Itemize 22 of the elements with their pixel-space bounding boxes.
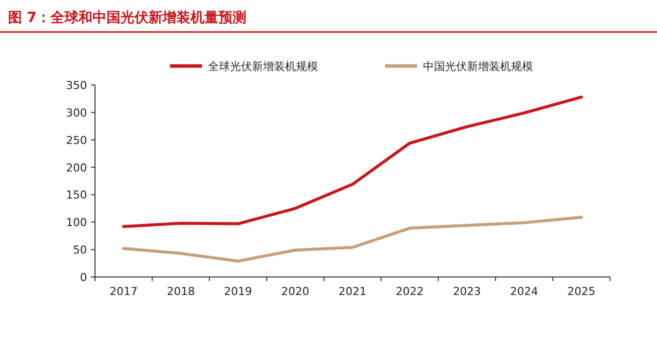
y-tick-label: 350 [66, 79, 87, 92]
y-tick-label: 200 [66, 161, 87, 174]
y-tick-label: 100 [66, 216, 87, 230]
x-tick-label: 2024 [510, 285, 538, 298]
x-tick-label: 2019 [224, 285, 252, 298]
y-tick-label: 150 [66, 188, 87, 202]
y-tick-label: 300 [66, 106, 87, 120]
x-tick-label: 2022 [396, 285, 424, 298]
x-tick-label: 2021 [338, 285, 366, 298]
x-tick-label: 2020 [281, 285, 310, 298]
line-series [122, 216, 583, 263]
y-tick-label: 250 [66, 134, 87, 147]
x-tick-label: 2023 [452, 285, 481, 298]
legend-label: 全球光伏新增装机规模 [208, 60, 318, 73]
x-tick-label: 2018 [166, 285, 195, 298]
x-tick-label: 2025 [567, 285, 596, 298]
legend-label: 中国光伏新增装机规模 [423, 60, 533, 73]
chart-title: 图 7：全球和中国光伏新增装机量预测 [8, 9, 247, 26]
x-tick-label: 2017 [110, 285, 138, 298]
y-tick-label: 50 [73, 244, 87, 257]
y-tick-label: 0 [80, 271, 87, 284]
line-series [122, 96, 583, 228]
